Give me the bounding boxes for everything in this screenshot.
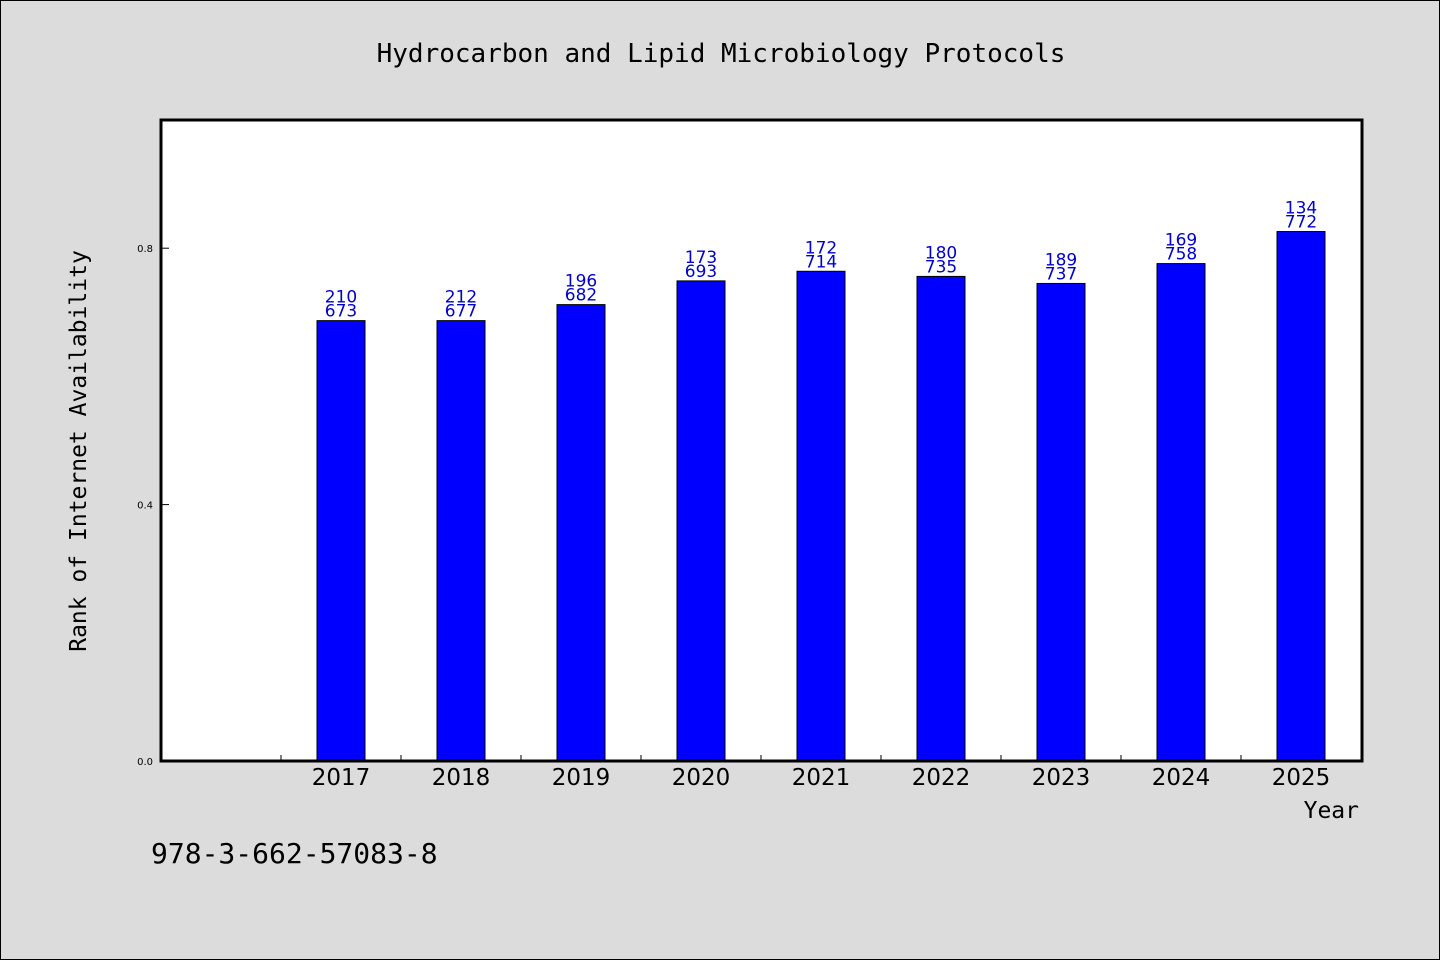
x-tick-label-2021: 2021 bbox=[792, 765, 851, 791]
data-label-2019-1: 196 bbox=[565, 272, 597, 292]
data-label-2023-1: 189 bbox=[1045, 250, 1077, 270]
data-label-2024-1: 169 bbox=[1165, 231, 1197, 251]
data-label-2020-2: 693 bbox=[685, 262, 717, 282]
bars-layer bbox=[316, 231, 1326, 762]
x-tick-label-2024: 2024 bbox=[1152, 765, 1211, 791]
bar-2022 bbox=[916, 275, 966, 762]
x-tick-label-2019: 2019 bbox=[552, 765, 611, 791]
data-label-2024-2: 758 bbox=[1165, 245, 1197, 265]
plot-frame bbox=[159, 118, 1364, 763]
bar-2021 bbox=[796, 270, 846, 762]
data-label-2023-2: 737 bbox=[1045, 264, 1077, 284]
isbn-footer-text: 978-3-662-57083-8 bbox=[151, 837, 438, 870]
bar-2020 bbox=[676, 280, 726, 762]
y-tick-label-0.0: 0.0 bbox=[137, 757, 153, 768]
x-axis: 2017 2018 2019 2020 2021 2022 2023 2024 2025 bbox=[280, 755, 1362, 791]
x-tick-label-2020: 2020 bbox=[672, 765, 731, 791]
bar-2019 bbox=[556, 304, 606, 762]
bar-2017 bbox=[316, 320, 366, 762]
y-tick-label-0.8: 0.8 bbox=[137, 244, 153, 255]
data-label-2021-2: 714 bbox=[805, 252, 837, 272]
data-label-2020-1: 173 bbox=[685, 248, 717, 268]
data-label-2018-2: 677 bbox=[445, 302, 477, 322]
y-tick-label-0.4: 0.4 bbox=[137, 501, 153, 512]
data-label-2018-1: 212 bbox=[445, 288, 477, 308]
bar-2025 bbox=[1276, 231, 1326, 762]
x-tick-label-2022: 2022 bbox=[912, 765, 971, 791]
y-axis-title: Rank of Internet Availability bbox=[66, 250, 92, 652]
data-label-2022-2: 735 bbox=[925, 257, 957, 277]
data-label-2021-1: 172 bbox=[805, 238, 837, 258]
data-label-2022-1: 180 bbox=[925, 243, 957, 263]
x-tick-label-2018: 2018 bbox=[432, 765, 491, 791]
bar-2024 bbox=[1156, 263, 1206, 762]
x-tick-label-2025: 2025 bbox=[1272, 765, 1331, 791]
x-tick-label-2023: 2023 bbox=[1032, 765, 1091, 791]
data-label-2017-2: 673 bbox=[325, 302, 357, 322]
x-axis-title: Year bbox=[1304, 798, 1359, 824]
data-label-2017-1: 210 bbox=[325, 288, 357, 308]
data-label-2025-1: 134 bbox=[1285, 199, 1317, 219]
chart-title: Hydrocarbon and Lipid Microbiology Proto… bbox=[377, 39, 1066, 69]
x-tick-label-2017: 2017 bbox=[312, 765, 371, 791]
bar-2018 bbox=[436, 320, 486, 762]
data-label-2019-2: 682 bbox=[565, 286, 597, 306]
data-label-2025-2: 772 bbox=[1285, 213, 1317, 233]
bar-2023 bbox=[1036, 282, 1086, 762]
